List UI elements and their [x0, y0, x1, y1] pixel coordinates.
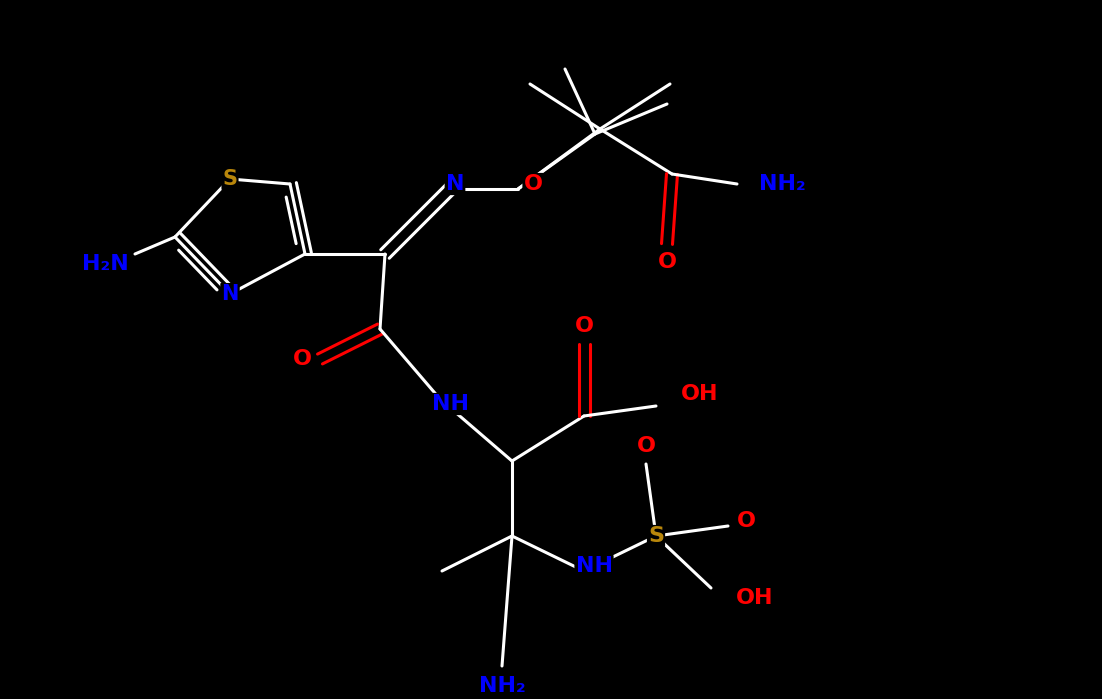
Text: OH: OH: [681, 384, 719, 404]
Text: N: N: [445, 174, 464, 194]
Text: OH: OH: [736, 588, 774, 608]
Text: O: O: [736, 511, 756, 531]
Text: NH₂: NH₂: [759, 174, 806, 194]
Text: O: O: [292, 349, 312, 369]
Text: O: O: [574, 316, 594, 336]
Text: N: N: [222, 284, 239, 304]
Text: S: S: [648, 526, 665, 546]
Text: S: S: [223, 169, 238, 189]
Text: H₂N: H₂N: [82, 254, 128, 274]
Text: NH: NH: [432, 394, 468, 414]
Text: NH₂: NH₂: [478, 676, 526, 696]
Text: O: O: [658, 252, 677, 272]
Text: O: O: [523, 174, 542, 194]
Text: O: O: [637, 436, 656, 456]
Text: NH: NH: [575, 556, 613, 576]
